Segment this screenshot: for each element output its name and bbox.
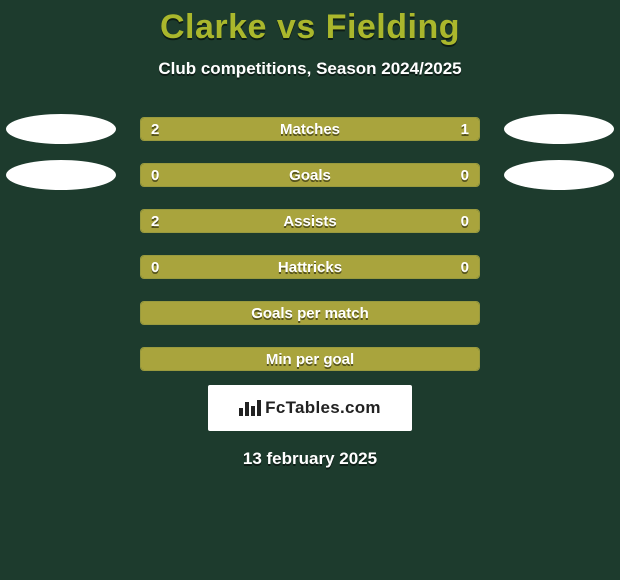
stat-row: Min per goal [0,347,620,371]
player-b-name: Fielding [326,8,460,46]
page-title: Clarke vs Fielding [160,8,460,47]
date-line: 13 february 2025 [243,449,377,469]
player-b-avatar [504,114,614,144]
barchart-icon [239,400,261,416]
stat-bar-left-fill [141,210,411,232]
stat-bar-left-fill [141,302,479,324]
stat-bar-right-fill [411,210,479,232]
stat-bar: Goals per match [140,301,480,325]
stat-bar: Matches21 [140,117,480,141]
stat-bar: Assists20 [140,209,480,233]
stat-bar: Min per goal [140,347,480,371]
player-a-avatar [6,114,116,144]
stat-row: Assists20 [0,209,620,233]
stats-rows: Matches21 Goals00 Assists20 Hattricks00 Goal… [0,117,620,371]
logo-text: FcTables.com [239,398,381,418]
subtitle: Club competitions, Season 2024/2025 [158,59,461,79]
player-a-name: Clarke [160,8,267,46]
stat-row: Hattricks00 [0,255,620,279]
stat-row: Matches21 [0,117,620,141]
logo-label: FcTables.com [265,398,381,418]
stat-row: Goals per match [0,301,620,325]
fctables-logo: FcTables.com [208,385,412,431]
stat-bar-right-fill [366,118,479,140]
stat-bar-left-fill [141,348,479,370]
stat-bar-left-fill [141,256,479,278]
stat-bar: Goals00 [140,163,480,187]
stat-row: Goals00 [0,163,620,187]
vs-word: vs [277,8,316,46]
player-a-avatar [6,160,116,190]
stat-bar-left-fill [141,118,366,140]
stat-bar-left-fill [141,164,479,186]
stat-bar: Hattricks00 [140,255,480,279]
player-b-avatar [504,160,614,190]
